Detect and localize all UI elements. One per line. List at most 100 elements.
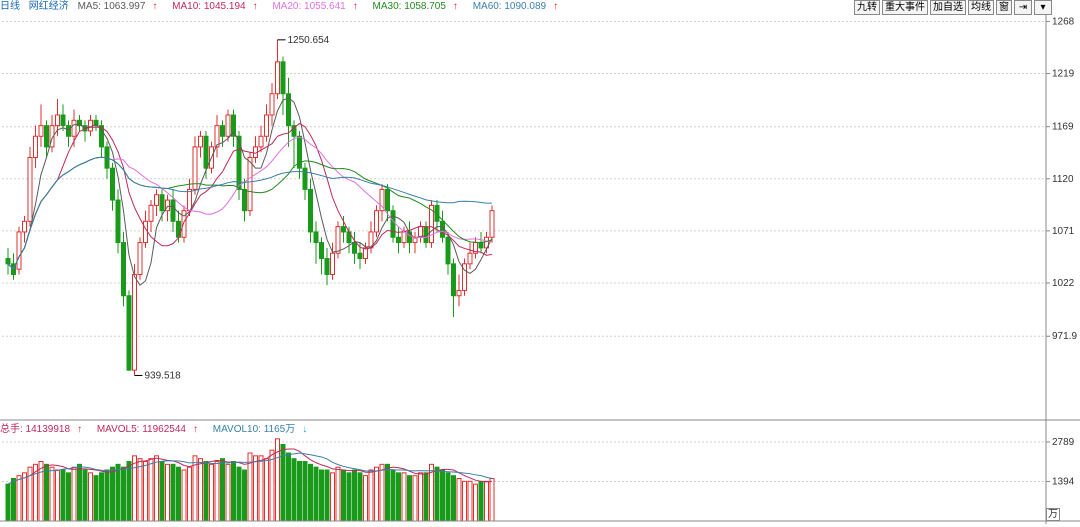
candle[interactable]	[280, 56, 286, 115]
volume-bar[interactable]	[418, 472, 423, 522]
volume-bar[interactable]	[478, 480, 484, 522]
volume-bar[interactable]	[363, 475, 368, 522]
volume-bar[interactable]	[401, 472, 407, 522]
candle[interactable]	[412, 231, 418, 254]
volume-bar[interactable]	[385, 463, 390, 522]
volume-bar[interactable]	[165, 463, 170, 522]
jiuzhuan-button[interactable]: 九转	[854, 0, 880, 15]
volume-bar[interactable]	[170, 463, 176, 522]
volume-bar[interactable]	[55, 469, 60, 522]
volume-bar[interactable]	[423, 472, 429, 522]
candle[interactable]	[396, 226, 401, 254]
volume-bar[interactable]	[264, 458, 269, 522]
volume-bar[interactable]	[445, 472, 451, 522]
volume-bar[interactable]	[104, 469, 110, 522]
candle[interactable]	[5, 247, 11, 275]
volume-bar[interactable]	[308, 463, 313, 522]
candle[interactable]	[451, 258, 456, 317]
add-watchlist-button[interactable]: 加自选	[930, 0, 966, 15]
chevron-down-icon[interactable]: ▾	[1034, 0, 1052, 15]
candle[interactable]	[374, 205, 379, 238]
volume-bar[interactable]	[209, 463, 214, 522]
candle[interactable]	[335, 221, 341, 259]
volume-bar[interactable]	[11, 478, 16, 522]
candle[interactable]	[363, 242, 368, 264]
volume-bar[interactable]	[198, 458, 203, 522]
candle[interactable]	[99, 120, 104, 158]
volume-bar[interactable]	[16, 475, 22, 522]
candle[interactable]	[462, 258, 467, 296]
volume-bar[interactable]	[302, 461, 308, 522]
volume-bar[interactable]	[82, 469, 88, 522]
volume-bar[interactable]	[220, 458, 225, 522]
volume-bar[interactable]	[148, 458, 154, 522]
candle[interactable]	[16, 226, 22, 275]
candle[interactable]	[60, 104, 66, 131]
candle[interactable]	[137, 237, 143, 280]
candle[interactable]	[324, 247, 330, 286]
candle[interactable]	[77, 115, 82, 131]
candle[interactable]	[198, 130, 203, 158]
volume-bar[interactable]	[286, 452, 291, 522]
candle[interactable]	[330, 242, 335, 280]
candle[interactable]	[49, 115, 55, 153]
volume-bar[interactable]	[154, 455, 159, 522]
candle[interactable]	[154, 189, 159, 216]
volume-bar[interactable]	[451, 475, 456, 522]
volume-bar[interactable]	[132, 455, 137, 522]
candle[interactable]	[104, 141, 110, 179]
candle[interactable]	[418, 221, 423, 243]
candle[interactable]	[429, 200, 434, 248]
candle[interactable]	[379, 184, 385, 222]
volume-bar[interactable]	[462, 480, 467, 522]
candle[interactable]	[313, 221, 319, 264]
volume-bar[interactable]	[66, 472, 71, 522]
volume-bar[interactable]	[60, 469, 66, 522]
major-events-button[interactable]: 重大事件	[882, 0, 928, 15]
volume-bar[interactable]	[242, 469, 247, 522]
volume-bar[interactable]	[390, 469, 396, 522]
volume-bar[interactable]	[291, 458, 297, 522]
candle[interactable]	[110, 162, 115, 211]
candle[interactable]	[181, 205, 187, 243]
volume-bar[interactable]	[467, 480, 473, 522]
volume-bar[interactable]	[352, 469, 357, 522]
candle[interactable]	[407, 221, 412, 254]
volume-bar[interactable]	[324, 469, 330, 522]
candle[interactable]	[302, 162, 308, 201]
candle[interactable]	[456, 274, 462, 307]
volume-bar[interactable]	[440, 469, 445, 522]
volume-bar[interactable]	[374, 466, 379, 522]
candle[interactable]	[121, 231, 126, 307]
candle[interactable]	[286, 77, 291, 147]
window-button[interactable]: 窗	[996, 0, 1012, 15]
candle[interactable]	[258, 125, 264, 153]
candle[interactable]	[165, 194, 170, 222]
volume-bar[interactable]	[93, 475, 99, 522]
volume-bar[interactable]	[330, 472, 335, 522]
volume-bar[interactable]	[489, 478, 495, 522]
candle[interactable]	[341, 216, 346, 243]
candle[interactable]	[148, 200, 154, 232]
candle[interactable]	[385, 184, 390, 222]
candle[interactable]	[264, 104, 269, 142]
candle[interactable]	[473, 237, 478, 259]
volume-bar[interactable]	[319, 469, 324, 522]
volume-bar[interactable]	[203, 461, 209, 522]
candle[interactable]	[467, 242, 473, 270]
volume-bar[interactable]	[38, 461, 44, 522]
candle[interactable]	[247, 152, 253, 216]
volume-bar[interactable]	[357, 472, 363, 522]
candle[interactable]	[319, 237, 324, 275]
volume-bar[interactable]	[159, 461, 165, 522]
candle[interactable]	[22, 216, 27, 243]
candle[interactable]	[214, 115, 220, 158]
volume-bar[interactable]	[115, 463, 121, 522]
volume-bar[interactable]	[71, 466, 77, 522]
volume-bar[interactable]	[137, 458, 143, 522]
volume-bar[interactable]	[22, 472, 27, 522]
volume-bar[interactable]	[484, 480, 489, 522]
candle[interactable]	[445, 231, 451, 275]
